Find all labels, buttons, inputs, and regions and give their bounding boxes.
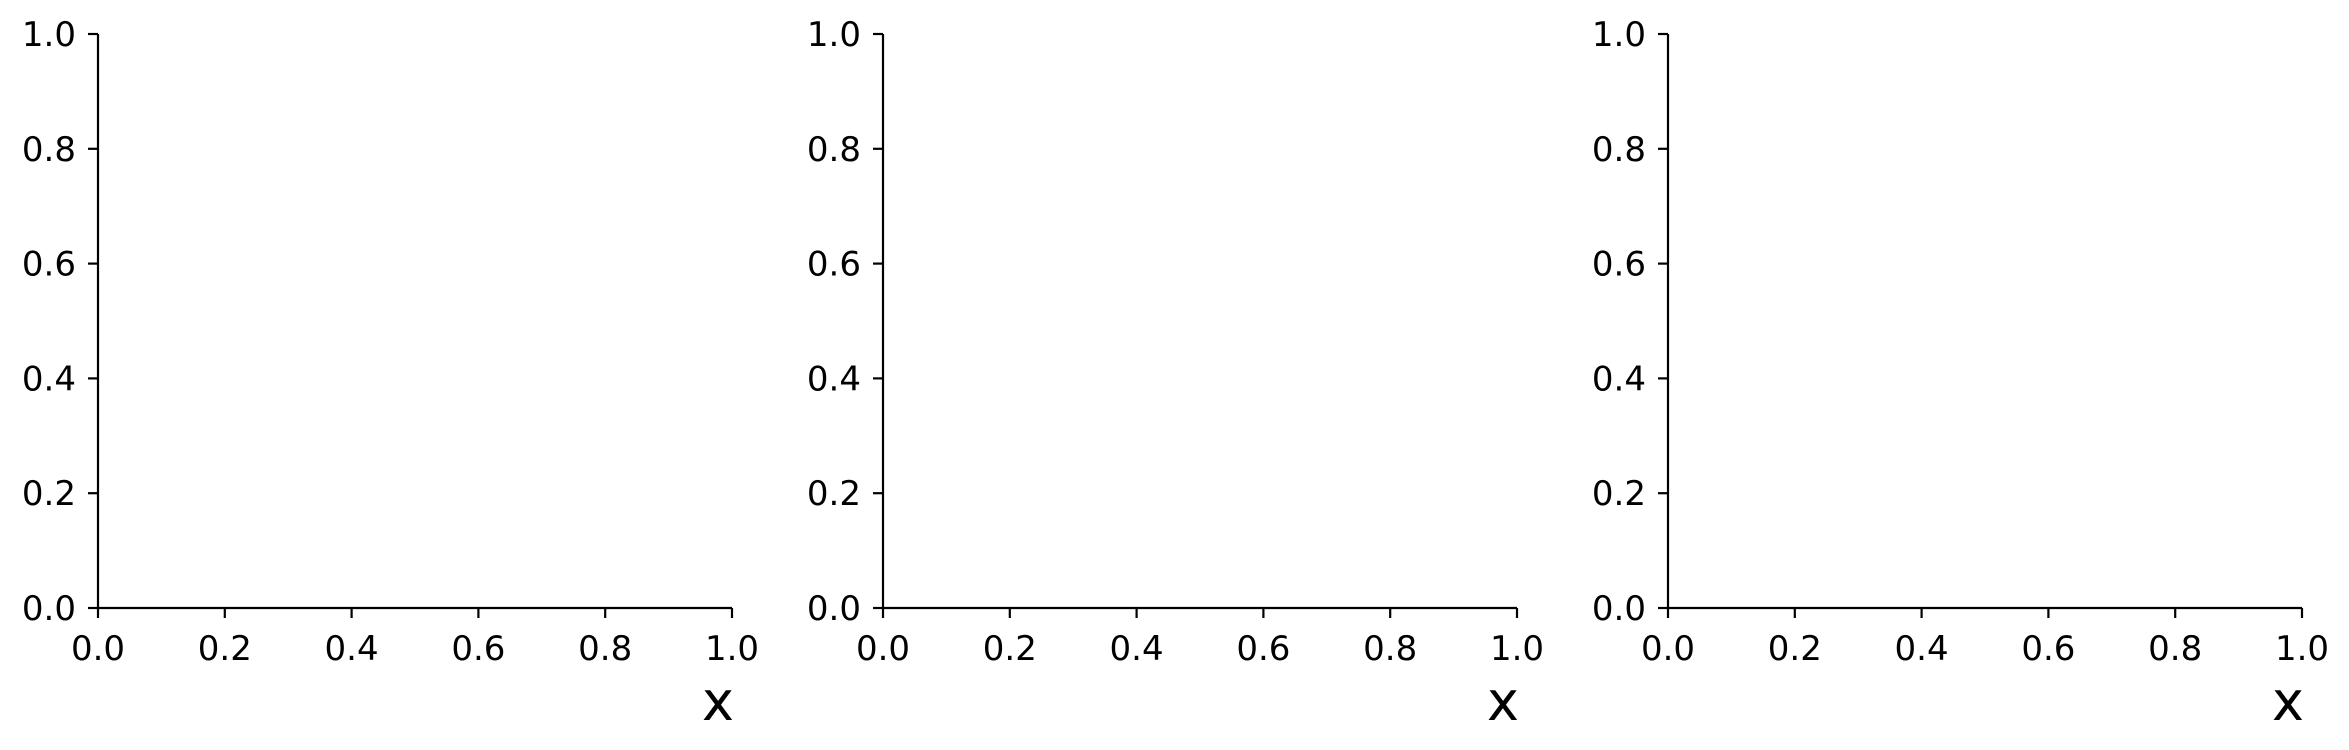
y-tick-label: 0.4 [22, 359, 76, 399]
x-tick-label: 0.8 [2148, 629, 2202, 669]
y-tick-label: 0.2 [22, 474, 76, 514]
y-tick-label: 1.0 [1592, 15, 1646, 55]
x-tick-label: 0.2 [1768, 629, 1822, 669]
y-tick-label: 0.6 [22, 245, 76, 285]
y-tick-label: 1.0 [807, 15, 861, 55]
x-tick-label: 0.4 [1895, 629, 1949, 669]
x-axis-label: x [2272, 670, 2304, 733]
x-tick-label: 0.6 [1236, 629, 1290, 669]
subplot-3: 0.0 0.2 0.4 0.6 0.8 1.00.00.20.40.60.81.0x [1592, 15, 2329, 733]
x-axis-label: x [702, 670, 734, 733]
y-tick-label: 0.6 [1592, 245, 1646, 285]
y-tick-label: 0.8 [807, 130, 861, 170]
x-tick-label: 0.0 [71, 629, 125, 669]
subplot-1: 0.0 0.2 0.4 0.6 0.8 1.00.00.20.40.60.81.0x [22, 15, 759, 733]
y-tick-label: 0.8 [22, 130, 76, 170]
y-tick-label: 0.0 [1592, 589, 1646, 629]
x-tick-label: 0.2 [198, 629, 252, 669]
y-tick-label: 0.0 [807, 589, 861, 629]
y-tick-label: 0.6 [807, 245, 861, 285]
y-tick-label: 1.0 [22, 15, 76, 55]
x-tick-label: 0.8 [1363, 629, 1417, 669]
x-tick-label: 1.0 [705, 629, 759, 669]
subplot-2: 0.0 0.2 0.4 0.6 0.8 1.00.00.20.40.60.81.0x [807, 15, 1544, 733]
subplot-panels: 0.0 0.2 0.4 0.6 0.8 1.00.00.20.40.60.81.0x0.0… [22, 15, 2329, 733]
y-tick-label: 0.4 [807, 359, 861, 399]
x-tick-label: 0.0 [856, 629, 910, 669]
x-tick-label: 1.0 [2275, 629, 2329, 669]
x-tick-label: 1.0 [1490, 629, 1544, 669]
x-tick-label: 0.0 [1641, 629, 1695, 669]
x-tick-label: 0.4 [325, 629, 379, 669]
y-tick-label: 0.8 [1592, 130, 1646, 170]
x-tick-label: 0.6 [451, 629, 505, 669]
x-tick-label: 0.2 [983, 629, 1037, 669]
y-tick-label: 0.0 [22, 589, 76, 629]
y-tick-label: 0.2 [1592, 474, 1646, 514]
y-tick-label: 0.4 [1592, 359, 1646, 399]
x-tick-label: 0.8 [578, 629, 632, 669]
x-tick-label: 0.6 [2021, 629, 2075, 669]
y-tick-label: 0.2 [807, 474, 861, 514]
x-tick-label: 0.4 [1110, 629, 1164, 669]
x-axis-label: x [1487, 670, 1519, 733]
